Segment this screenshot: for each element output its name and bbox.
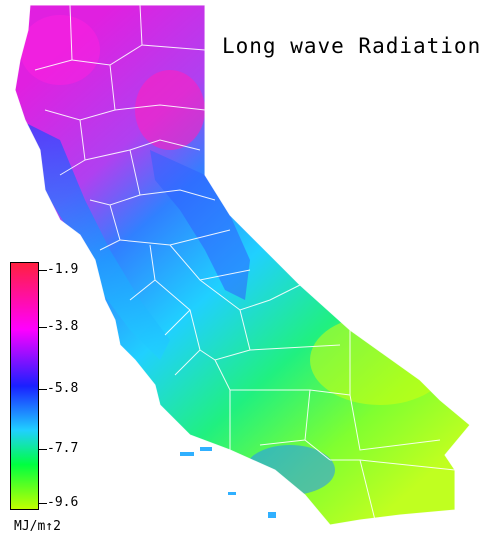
colorbar-tick-label: -7.7 <box>47 441 79 456</box>
colorbar-tick-label: -3.8 <box>47 319 79 334</box>
map-title: Long wave Radiation <box>222 34 482 58</box>
colorbar-unit: MJ/m↑2 <box>14 519 61 534</box>
county-boundaries <box>14 4 471 526</box>
colorbar-tick <box>39 389 47 390</box>
coastal-range-band <box>20 120 170 360</box>
channel-islands <box>180 447 276 518</box>
south-coast-patch <box>245 445 335 495</box>
colorbar-tick <box>39 270 47 271</box>
colorbar-tick <box>39 327 47 328</box>
desert-patch <box>310 315 450 405</box>
colorbar-tick-label: -1.9 <box>47 262 79 277</box>
colorbar-tick-label: -5.8 <box>47 381 79 396</box>
colorbar-tick <box>39 503 47 504</box>
colorbar-tick <box>39 449 47 450</box>
sierra-band <box>150 150 250 300</box>
colorbar <box>10 262 39 510</box>
north-peak-patch <box>135 70 205 150</box>
northwest-patch <box>20 15 100 85</box>
colorbar-tick-label: -9.6 <box>47 495 79 510</box>
